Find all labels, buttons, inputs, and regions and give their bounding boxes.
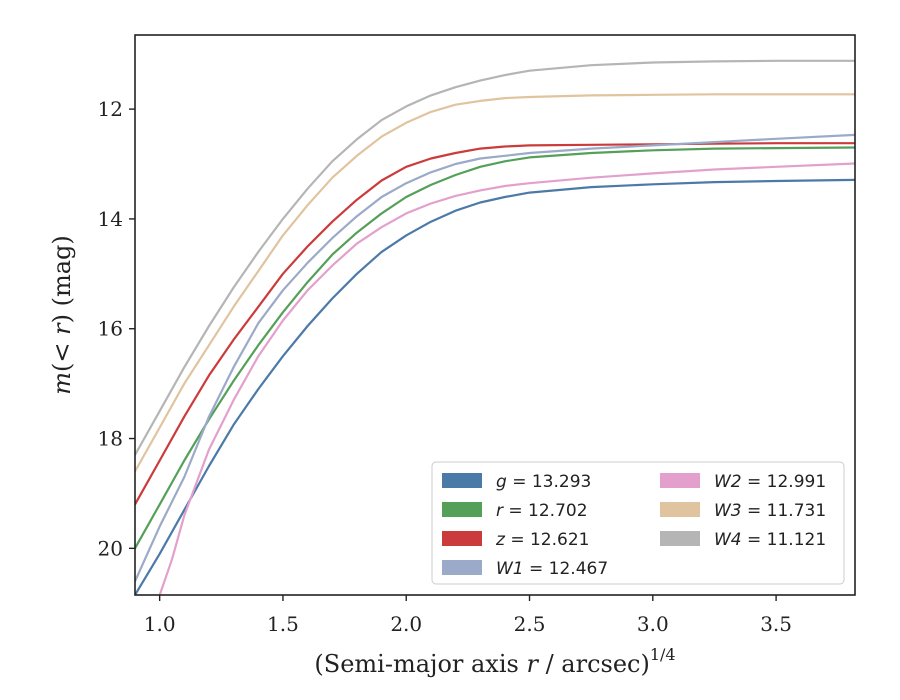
x-axis-label-main: (Semi-major axis [314,650,526,678]
x-tick-label: 2.5 [514,612,546,636]
x-tick-label: 3.0 [637,612,669,636]
series-line-w2 [158,162,855,595]
series-line-w3 [135,93,855,473]
series-line-w1 [135,133,855,583]
legend-swatch-w3 [660,502,700,517]
y-axis-label-paren: (< [48,335,76,372]
legend-swatch-g [442,473,482,488]
x-tick-label: 1.5 [267,612,299,636]
legend-swatch-w2 [660,473,700,488]
y-axis-label: m(< r) (mag) [48,235,76,395]
y-axis-label-var: r [48,322,76,335]
y-axis-label-rest: ) (mag) [48,235,76,323]
y-tick-label: 20 [98,536,123,560]
x-tick-label: 3.5 [760,612,792,636]
series-line-w4 [135,59,855,457]
y-axis: 12 14 16 18 20 [98,97,135,560]
legend-label-w3: W3 = 11.731 [714,501,826,521]
legend-box [431,461,845,585]
legend-swatch-z [442,531,482,546]
y-tick-label: 14 [98,207,123,231]
legend-label-g: g = 13.293 [496,472,591,492]
legend-entries: g = 13.293 r = 12.702 z = 12.621 W1 = 12.46… [442,472,826,579]
legend-swatch-w4 [660,531,700,546]
series-line-r [135,146,855,550]
legend: g = 13.293 r = 12.702 z = 12.621 W1 = 12.46… [431,461,845,585]
y-axis-label-main: m [48,372,76,395]
series-line-z [135,142,855,506]
x-tick-label: 1.0 [144,612,176,636]
series-layer [135,59,855,595]
x-axis-label-sup: 1/4 [650,645,676,664]
series-line-g [135,178,855,595]
y-tick-label: 12 [98,97,123,121]
legend-label-w2: W2 = 12.991 [714,472,826,492]
x-axis: 1.0 1.5 2.0 2.5 3.0 3.5 [144,595,792,636]
legend-swatch-w1 [442,560,482,575]
x-axis-label-rest: / arcsec) [538,650,650,678]
x-tick-label: 2.0 [390,612,422,636]
y-tick-label: 16 [98,317,123,341]
y-tick-label: 18 [98,427,123,451]
legend-label-r: r = 12.702 [496,501,588,521]
legend-swatch-r [442,502,482,517]
legend-label-w1: W1 = 12.467 [496,559,608,579]
legend-label-z: z = 12.621 [495,530,589,550]
x-axis-label-var: r [526,650,539,678]
plot-frame [134,34,856,596]
legend-label-w4: W4 = 11.121 [714,530,826,550]
x-axis-label: (Semi-major axis r / arcsec)1/4 [314,645,675,678]
